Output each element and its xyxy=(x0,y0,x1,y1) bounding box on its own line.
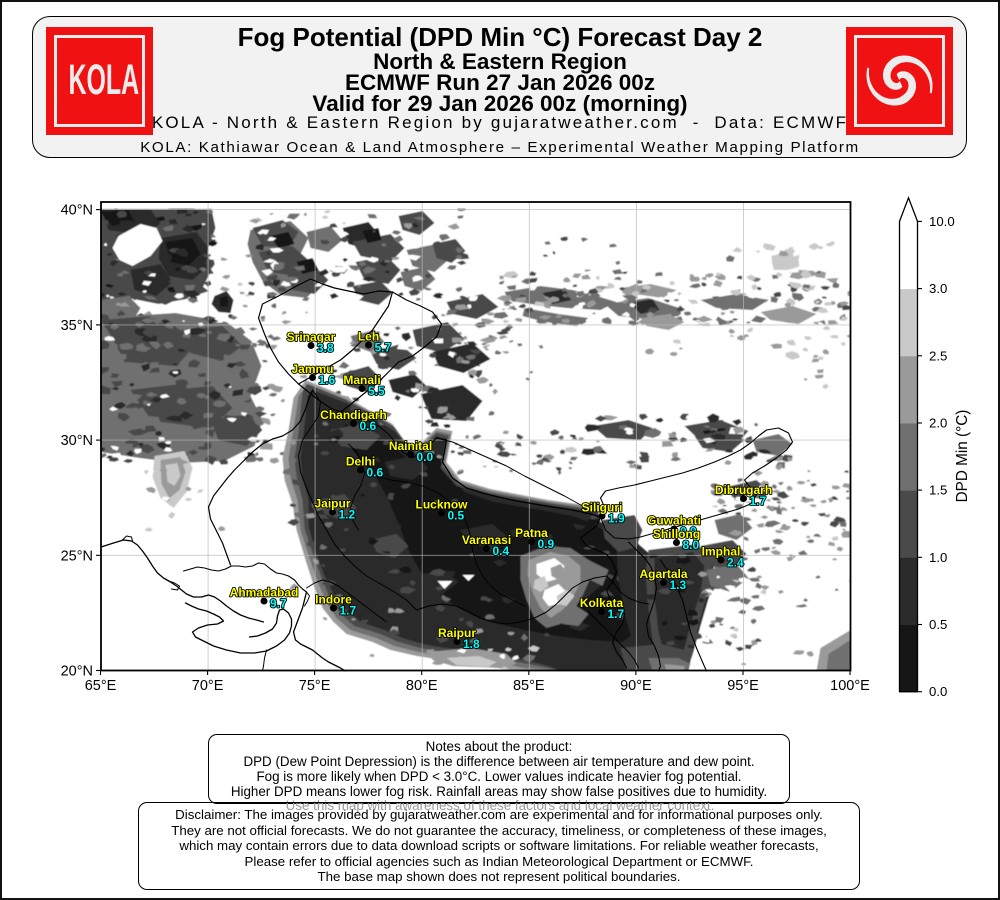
svg-text:0.0: 0.0 xyxy=(416,450,433,464)
svg-text:9.7: 9.7 xyxy=(270,597,287,611)
svg-text:Dibrugarh: Dibrugarh xyxy=(714,483,771,497)
svg-text:Jammu: Jammu xyxy=(291,362,333,376)
svg-text:8.0: 8.0 xyxy=(682,538,699,552)
svg-text:Shillong: Shillong xyxy=(652,527,699,541)
svg-text:Raipur: Raipur xyxy=(437,626,475,640)
svg-text:Varanasi: Varanasi xyxy=(461,533,510,547)
svg-text:5.5: 5.5 xyxy=(368,384,385,398)
svg-text:Manali: Manali xyxy=(343,373,380,387)
svg-text:Indore: Indore xyxy=(315,593,352,607)
svg-text:1.6: 1.6 xyxy=(318,373,335,387)
svg-text:0.9: 0.9 xyxy=(537,537,554,551)
svg-text:Kolkata: Kolkata xyxy=(579,596,623,610)
svg-text:Imphal: Imphal xyxy=(701,545,740,559)
svg-text:0.6: 0.6 xyxy=(359,419,376,433)
svg-text:Guwahati: Guwahati xyxy=(646,514,700,528)
svg-text:Lucknow: Lucknow xyxy=(415,498,468,512)
svg-text:0.6: 0.6 xyxy=(366,466,383,480)
svg-text:1.9: 1.9 xyxy=(608,512,625,526)
svg-text:3.8: 3.8 xyxy=(317,341,334,355)
svg-text:Ahmadabad: Ahmadabad xyxy=(229,586,298,600)
svg-text:Srinagar: Srinagar xyxy=(286,330,335,344)
svg-text:Agartala: Agartala xyxy=(639,567,687,581)
svg-text:0.5: 0.5 xyxy=(447,509,464,523)
svg-text:1.8: 1.8 xyxy=(463,637,480,651)
svg-text:1.7: 1.7 xyxy=(607,607,624,621)
svg-text:1.2: 1.2 xyxy=(338,508,355,522)
svg-text:0.4: 0.4 xyxy=(492,544,509,558)
svg-text:2.4: 2.4 xyxy=(727,556,744,570)
svg-text:1.7: 1.7 xyxy=(339,604,356,618)
svg-text:Chandigarh: Chandigarh xyxy=(320,408,387,422)
svg-text:Siliguri: Siliguri xyxy=(581,501,622,515)
svg-text:Leh: Leh xyxy=(357,330,378,344)
svg-text:0.9: 0.9 xyxy=(680,525,697,539)
svg-text:Jaipur: Jaipur xyxy=(314,497,350,511)
svg-text:Nainital: Nainital xyxy=(388,439,431,453)
svg-text:Patna: Patna xyxy=(515,526,548,540)
svg-text:Delhi: Delhi xyxy=(345,455,374,469)
svg-text:5.7: 5.7 xyxy=(374,341,391,355)
svg-text:1.7: 1.7 xyxy=(749,494,766,508)
svg-text:1.3: 1.3 xyxy=(669,578,686,592)
